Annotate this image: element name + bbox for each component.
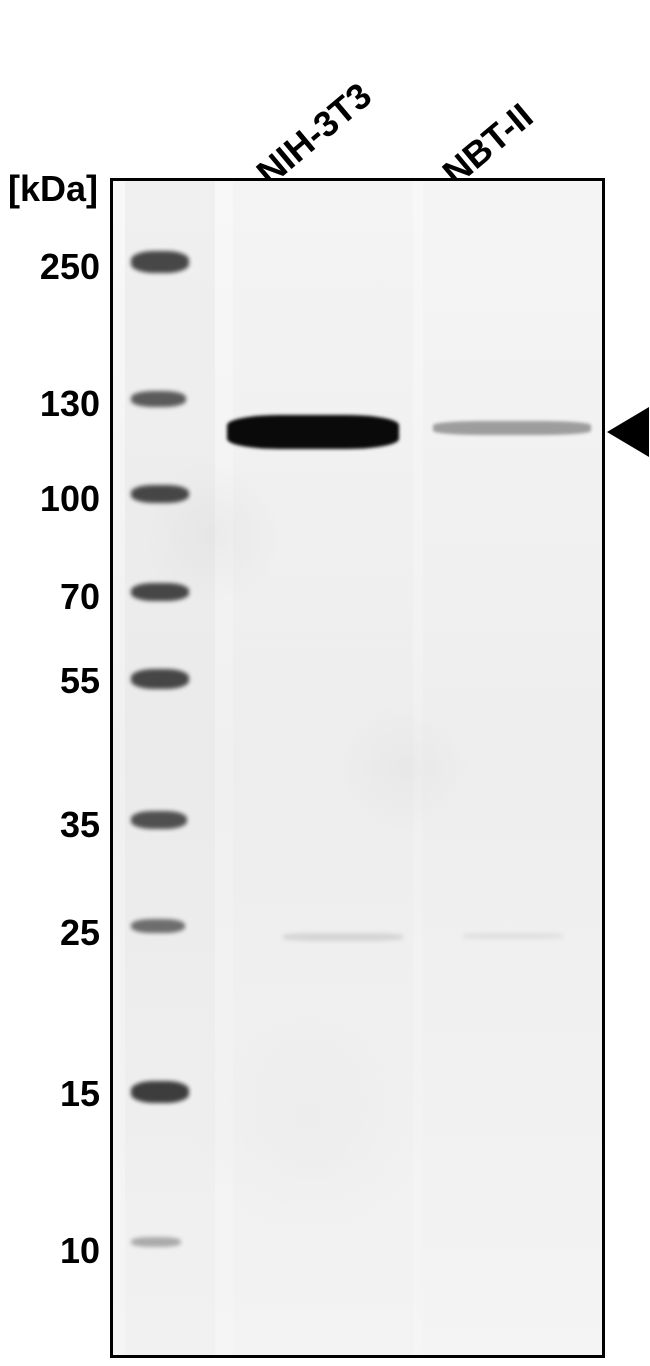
mw-label-70: 70: [0, 576, 100, 618]
western-blot-figure: [kDa] 250130100705535251510 NIH-3T3NBT-I…: [0, 0, 650, 1366]
lane-label-0: NIH-3T3: [249, 74, 380, 194]
ladder-band-100: [131, 485, 189, 503]
target-band-arrow-icon: [607, 407, 649, 457]
lane-1-bg: [233, 181, 413, 1355]
ladder-band-35: [131, 811, 187, 829]
mw-label-100: 100: [0, 478, 100, 520]
ladder-band-25: [131, 919, 185, 933]
mw-label-10: 10: [0, 1230, 100, 1272]
ladder-band-70: [131, 583, 189, 601]
ladder-lane-bg: [125, 181, 215, 1355]
sample-band-lane-1: [433, 421, 591, 435]
mw-label-250: 250: [0, 246, 100, 288]
blot-membrane-frame: [110, 178, 605, 1358]
ladder-band-250: [131, 251, 189, 273]
faint-band-0: [283, 933, 403, 941]
mw-label-130: 130: [0, 383, 100, 425]
ladder-band-55: [131, 669, 189, 689]
faint-band-1: [463, 933, 563, 939]
y-axis-title: [kDa]: [8, 168, 98, 210]
ladder-band-10: [131, 1237, 181, 1247]
sample-band-lane-0: [227, 415, 399, 449]
ladder-band-130: [131, 391, 186, 407]
mw-label-15: 15: [0, 1073, 100, 1115]
blot-membrane: [113, 181, 602, 1355]
mw-label-55: 55: [0, 660, 100, 702]
ladder-band-15: [131, 1081, 189, 1103]
mw-label-35: 35: [0, 804, 100, 846]
mw-label-25: 25: [0, 912, 100, 954]
lane-2-bg: [423, 181, 602, 1355]
